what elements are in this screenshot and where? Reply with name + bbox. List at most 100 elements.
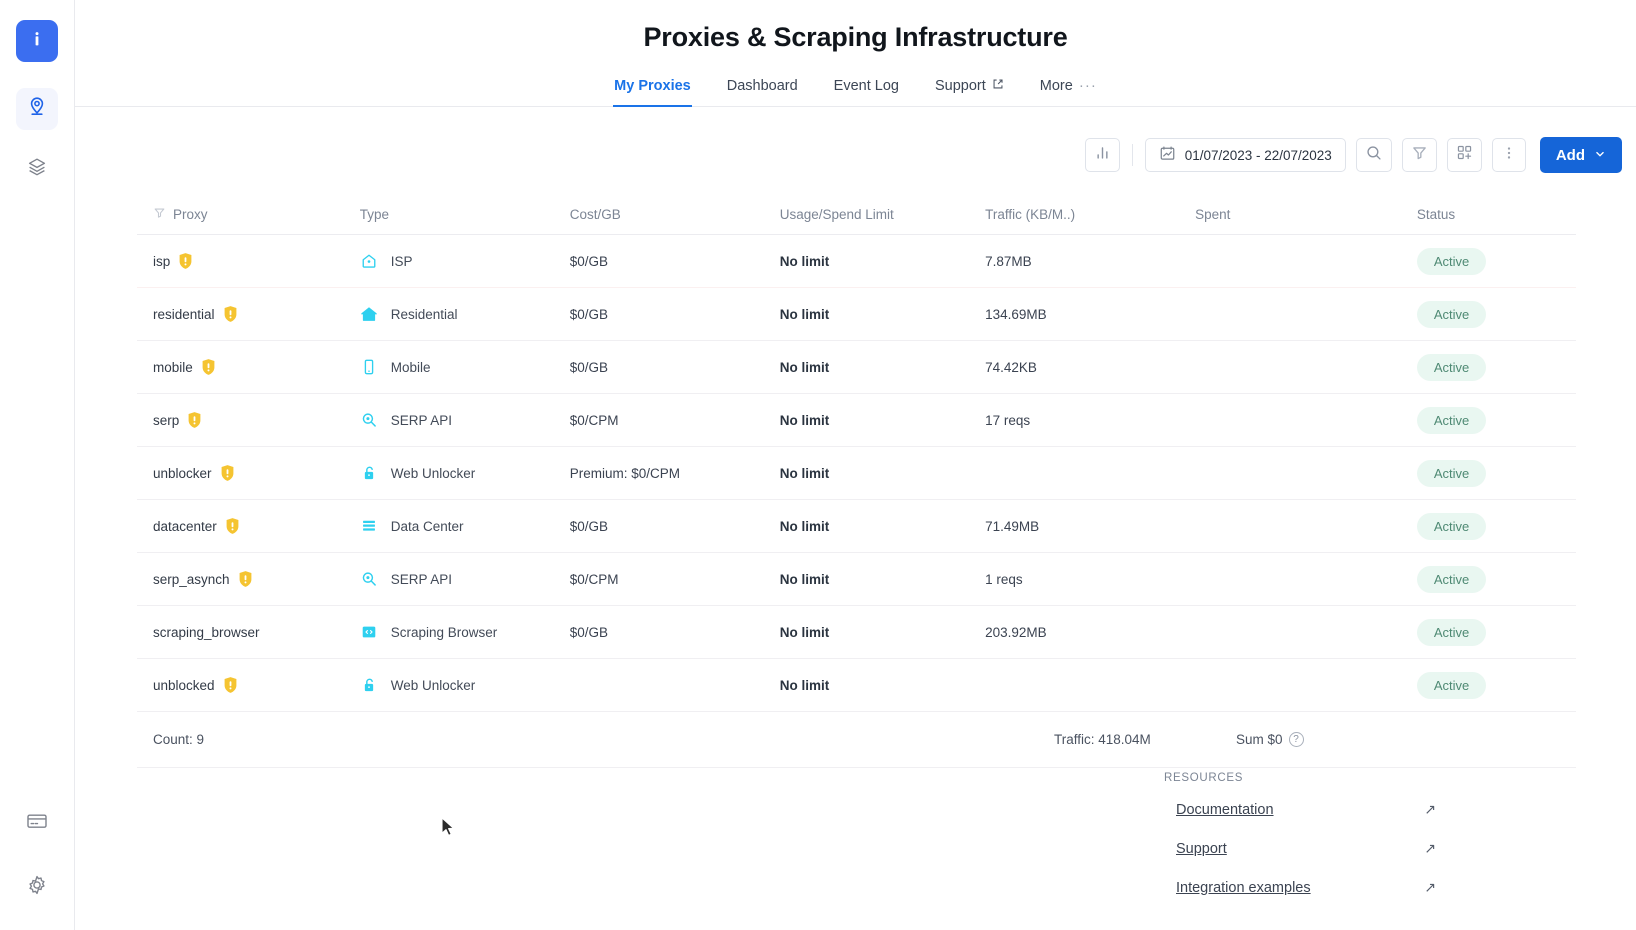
table-row[interactable]: unblocked Web Unlocker No limit Active	[137, 658, 1576, 712]
tab-support[interactable]: Support	[934, 75, 1005, 106]
table-row[interactable]: residential Residential $0/GB No limit 1…	[137, 287, 1576, 341]
column-header-traffic[interactable]: Traffic (KB/M..)	[985, 196, 1196, 235]
type-label: Residential	[390, 306, 458, 322]
tab-event-log[interactable]: Event Log	[833, 75, 900, 106]
calendar-chart-icon	[1159, 145, 1176, 165]
cell-type: Data Center	[359, 499, 570, 553]
usage-limit-value: No limit	[779, 571, 830, 587]
proxy-name: mobile	[153, 359, 193, 375]
cell-type: Residential	[359, 287, 570, 341]
warning-shield-icon[interactable]	[201, 358, 216, 376]
column-header-label: Status	[1416, 206, 1456, 222]
table-row[interactable]: datacenter Data Center $0/GB No limit 71…	[137, 499, 1576, 553]
warning-shield-icon[interactable]	[225, 517, 240, 535]
sidebar-item-billing[interactable]	[16, 802, 58, 844]
cell-status: Active	[1402, 393, 1576, 447]
resource-link-documentation[interactable]: Documentation ↗	[1176, 801, 1436, 818]
unlock-padlock-icon	[360, 676, 378, 694]
cell-spent	[1195, 234, 1403, 288]
resources-title: RESOURCES	[1164, 772, 1244, 784]
tab-dashboard[interactable]: Dashboard	[726, 75, 799, 106]
tab-more[interactable]: More ···	[1039, 75, 1098, 106]
table-row[interactable]: mobile Mobile $0/GB No limit 74.42KB Act…	[137, 340, 1576, 394]
type-label: Mobile	[390, 359, 431, 375]
cell-status: Active	[1402, 287, 1576, 341]
page-header: Proxies & Scraping Infrastructure My Pro…	[75, 0, 1636, 107]
status-badge: Active	[1416, 512, 1487, 540]
columns-button[interactable]	[1446, 138, 1482, 172]
question-mark-icon[interactable]: ?	[1288, 732, 1304, 747]
more-options-button[interactable]	[1491, 138, 1526, 172]
sidebar-item-proxies[interactable]	[16, 88, 58, 130]
cell-type: SERP API	[359, 552, 570, 606]
cell-cost: $0/GB	[569, 340, 780, 394]
column-header-type[interactable]: Type	[359, 196, 570, 235]
usage-limit-value: No limit	[779, 412, 830, 428]
status-badge: Active	[1416, 300, 1487, 328]
unlock-padlock-icon	[360, 464, 378, 482]
column-header-label: Traffic (KB/M..)	[985, 206, 1076, 222]
column-header-label: Type	[359, 206, 389, 222]
cell-cost	[569, 658, 780, 712]
resource-link-label[interactable]: Integration examples	[1176, 879, 1311, 896]
status-badge: Active	[1416, 671, 1487, 699]
tab-my-proxies[interactable]: My Proxies	[613, 75, 692, 107]
cell-cost: $0/CPM	[569, 552, 780, 606]
resource-link-label[interactable]: Documentation	[1176, 801, 1274, 818]
search-button[interactable]	[1355, 138, 1392, 172]
column-header-cost[interactable]: Cost/GB	[569, 196, 780, 235]
cell-cost: $0/GB	[569, 234, 780, 288]
cell-traffic: 1 reqs	[985, 552, 1196, 606]
cell-spent	[1195, 340, 1403, 394]
resource-link-label[interactable]: Support	[1176, 840, 1227, 857]
usage-limit-value: No limit	[779, 518, 830, 534]
warning-shield-icon[interactable]	[187, 411, 202, 429]
page-title: Proxies & Scraping Infrastructure	[643, 22, 1068, 52]
add-button[interactable]: Add	[1539, 137, 1622, 173]
column-header-status[interactable]: Status	[1402, 196, 1576, 235]
warning-shield-icon[interactable]	[178, 252, 193, 270]
toolbar-divider	[1131, 144, 1133, 166]
cell-usage: No limit	[779, 552, 986, 606]
cell-type: Web Unlocker	[359, 446, 570, 500]
filter-button[interactable]	[1401, 138, 1437, 172]
tab-bar: My Proxies Dashboard Event Log Support	[75, 75, 1636, 107]
column-header-usage[interactable]: Usage/Spend Limit	[779, 196, 986, 235]
cell-proxy: unblocked	[137, 658, 360, 712]
brand-logo[interactable]	[16, 20, 58, 62]
code-browser-icon	[360, 623, 378, 641]
column-header-proxy[interactable]: Proxy	[137, 196, 360, 235]
resource-link-support[interactable]: Support ↗	[1176, 840, 1436, 857]
warning-shield-icon[interactable]	[223, 305, 238, 323]
cell-status: Active	[1402, 234, 1576, 288]
date-range-picker[interactable]: 01/07/2023 - 22/07/2023	[1144, 138, 1346, 172]
filter-icon[interactable]	[153, 206, 166, 222]
type-label: Data Center	[390, 518, 464, 534]
table-row[interactable]: isp ISP $0/GB No limit 7.87MB Active	[137, 234, 1576, 288]
cell-usage: No limit	[779, 605, 986, 659]
sidebar-item-settings[interactable]	[16, 866, 58, 908]
cell-type: SERP API	[359, 393, 570, 447]
table-row[interactable]: serp SERP API $0/CPM No limit 17 reqs Ac…	[137, 393, 1576, 447]
warning-shield-icon[interactable]	[220, 464, 235, 482]
external-link-icon	[992, 78, 1004, 94]
cell-status: Active	[1402, 658, 1576, 712]
column-header-label: Proxy	[173, 206, 208, 222]
table-row[interactable]: scraping_browser Scraping Browser $0/GB …	[137, 605, 1576, 659]
cell-usage: No limit	[779, 446, 986, 500]
resource-link-integration-examples[interactable]: Integration examples ↗	[1176, 879, 1436, 896]
table-row[interactable]: serp_asynch SERP API $0/CPM No limit 1 r…	[137, 552, 1576, 606]
status-badge: Active	[1416, 406, 1487, 434]
cell-spent	[1195, 393, 1403, 447]
cell-usage: No limit	[779, 393, 986, 447]
column-header-spent[interactable]: Spent	[1195, 196, 1403, 235]
usage-limit-value: No limit	[779, 465, 830, 481]
cell-type: Mobile	[359, 340, 570, 394]
warning-shield-icon[interactable]	[238, 570, 253, 588]
sidebar-item-datasets[interactable]	[16, 148, 58, 190]
table-row[interactable]: unblocker Web Unlocker Premium: $0/CPM N…	[137, 446, 1576, 500]
status-badge: Active	[1416, 618, 1487, 646]
warning-shield-icon[interactable]	[223, 676, 238, 694]
summary-traffic: Traffic: 418.04M	[1054, 732, 1151, 747]
stats-button[interactable]	[1084, 138, 1120, 172]
